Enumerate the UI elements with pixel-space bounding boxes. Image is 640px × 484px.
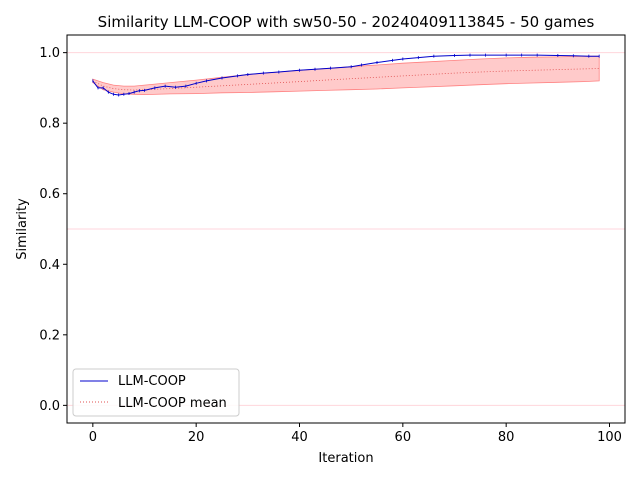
x-tick-label: 0 (89, 430, 97, 445)
legend-box (72, 368, 240, 417)
x-axis-label: Iteration (318, 451, 373, 466)
series-line-llm-coop (92, 54, 600, 96)
legend: LLM-COOP LLM-COOP mean (72, 368, 240, 417)
ticks-layer: 0 20 40 60 80 100 0.0 0.2 0.4 0.6 0.8 1.0 (39, 46, 622, 445)
x-tick-label: 60 (395, 430, 412, 445)
y-axis-label: Similarity (15, 198, 30, 260)
y-tick-label: 0.4 (39, 258, 60, 273)
y-tick-label: 1.0 (39, 46, 60, 61)
confidence-band-llm-coop-mean (92, 55, 600, 96)
y-tick-label: 0.2 (39, 328, 60, 343)
plot-layer (67, 52, 625, 406)
y-tick-label: 0.6 (39, 187, 60, 202)
chart-title: Similarity LLM-COOP with sw50-50 - 20240… (98, 13, 595, 31)
x-tick-label: 80 (498, 430, 515, 445)
plot-frame (66, 34, 626, 424)
y-tick-label: 0.8 (39, 117, 60, 132)
x-tick-label: 100 (597, 430, 622, 445)
x-tick-label: 40 (291, 430, 308, 445)
x-tick-label: 20 (188, 430, 205, 445)
legend-label-llm-coop-mean: LLM-COOP mean (118, 396, 227, 411)
legend-label-llm-coop: LLM-COOP (118, 374, 186, 389)
y-tick-label: 0.0 (39, 399, 60, 414)
